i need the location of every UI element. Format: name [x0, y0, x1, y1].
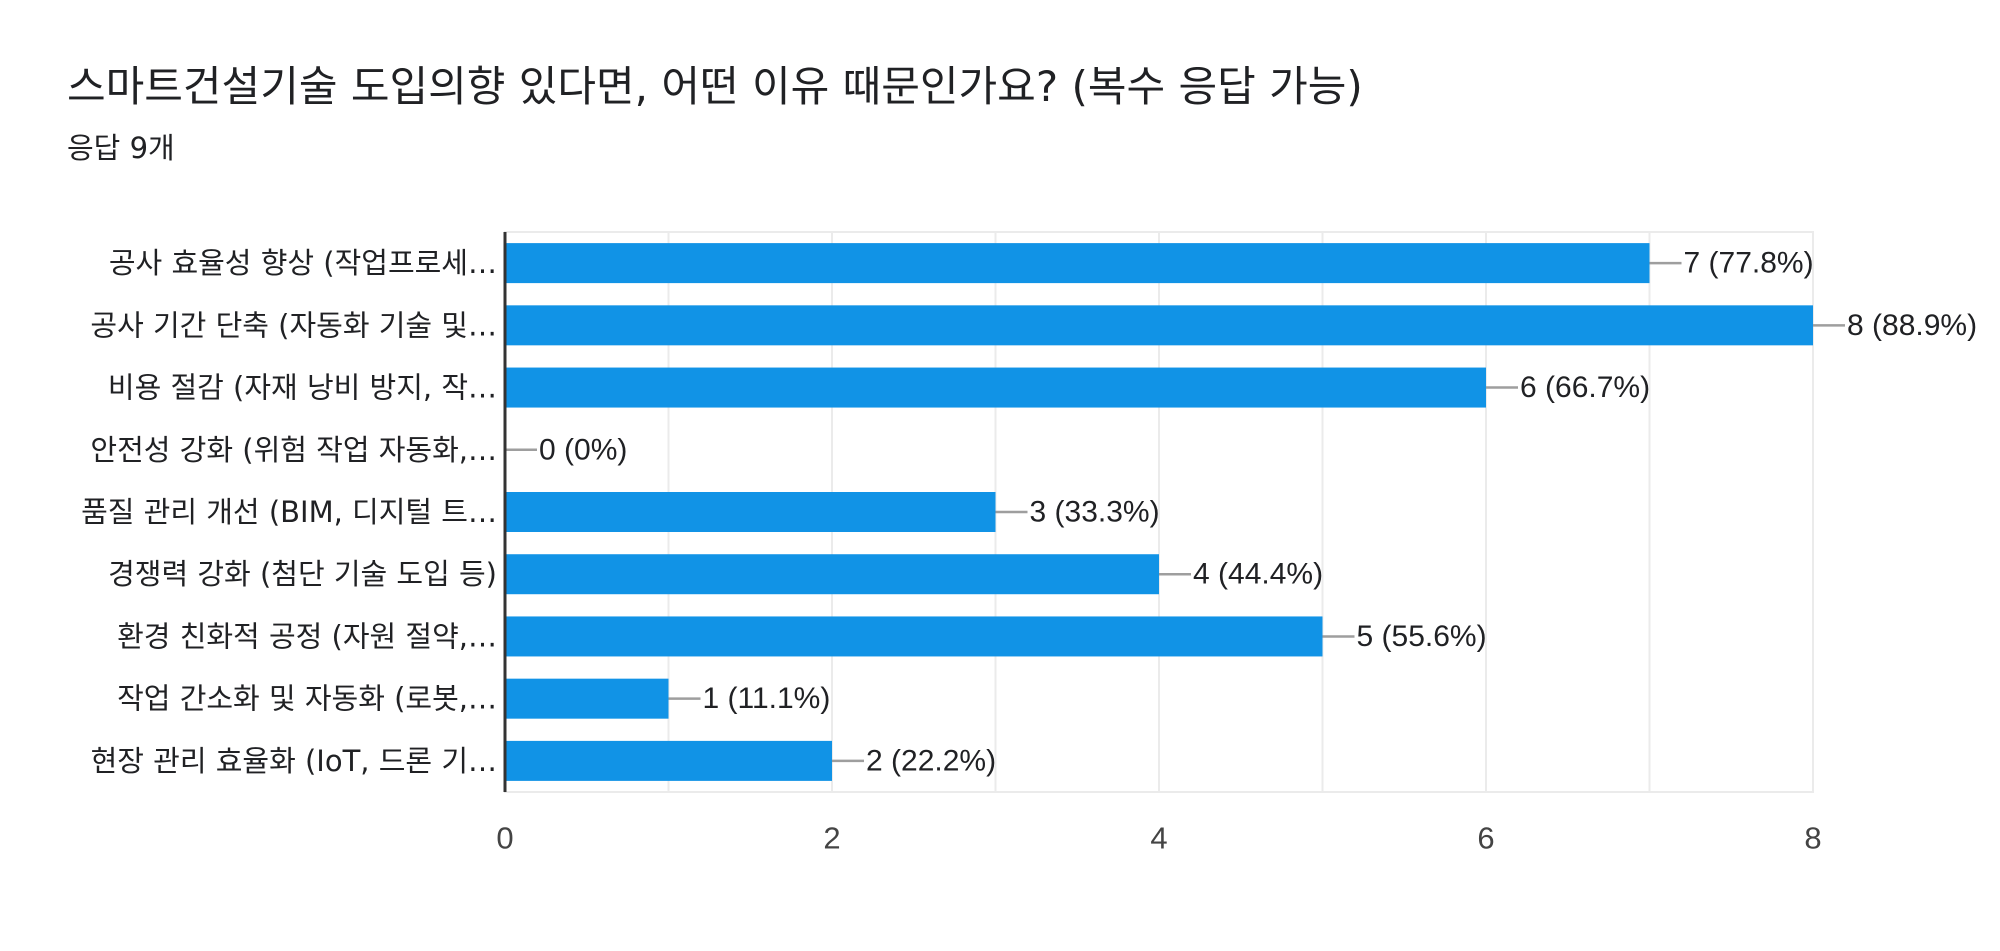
- bar[interactable]: [505, 740, 832, 781]
- bar[interactable]: [505, 492, 996, 532]
- bar[interactable]: [505, 305, 1813, 346]
- x-tick-label: 6: [1477, 821, 1494, 856]
- x-tick-label: 8: [1804, 821, 1821, 856]
- x-tick-label: 0: [496, 821, 513, 856]
- value-label: 1 (11.1%): [703, 682, 831, 715]
- category-label: 품질 관리 개선 (BIM, 디지털 트…: [81, 495, 497, 529]
- bar[interactable]: [505, 243, 1650, 284]
- x-tick-label: 2: [823, 821, 840, 856]
- value-label: 5 (55.6%): [1357, 620, 1487, 653]
- value-label: 0 (0%): [539, 433, 627, 466]
- value-label: 3 (33.3%): [1030, 496, 1160, 529]
- chart-title: 스마트건설기술 도입의향 있다면, 어떤 이유 때문인가요? (복수 응답 가능…: [67, 62, 1363, 111]
- bar[interactable]: [505, 367, 1486, 408]
- category-label: 공사 효율성 향상 (작업프로세…: [109, 246, 497, 280]
- value-label: 6 (66.7%): [1520, 371, 1650, 404]
- value-label: 4 (44.4%): [1193, 558, 1323, 591]
- response-count: 응답 9개: [67, 131, 175, 165]
- category-label: 비용 절감 (자재 낭비 방지, 작…: [108, 371, 497, 405]
- bar[interactable]: [505, 616, 1323, 657]
- value-label: 8 (88.9%): [1847, 309, 1977, 342]
- category-label: 공사 기간 단축 (자동화 기술 및…: [90, 308, 497, 342]
- x-tick-label: 4: [1150, 821, 1167, 856]
- category-label: 안전성 강화 (위험 작업 자동화,…: [90, 433, 497, 467]
- value-label: 2 (22.2%): [866, 744, 996, 777]
- category-label: 현장 관리 효율화 (IoT, 드론 기…: [91, 744, 497, 778]
- bar[interactable]: [505, 554, 1159, 595]
- category-label: 작업 간소화 및 자동화 (로봇,…: [117, 682, 497, 716]
- bar[interactable]: [505, 678, 669, 719]
- category-label: 경쟁력 강화 (첨단 기술 도입 등): [108, 557, 497, 591]
- category-label: 환경 친화적 공정 (자원 절약,…: [117, 619, 497, 653]
- value-label: 7 (77.8%): [1684, 247, 1814, 280]
